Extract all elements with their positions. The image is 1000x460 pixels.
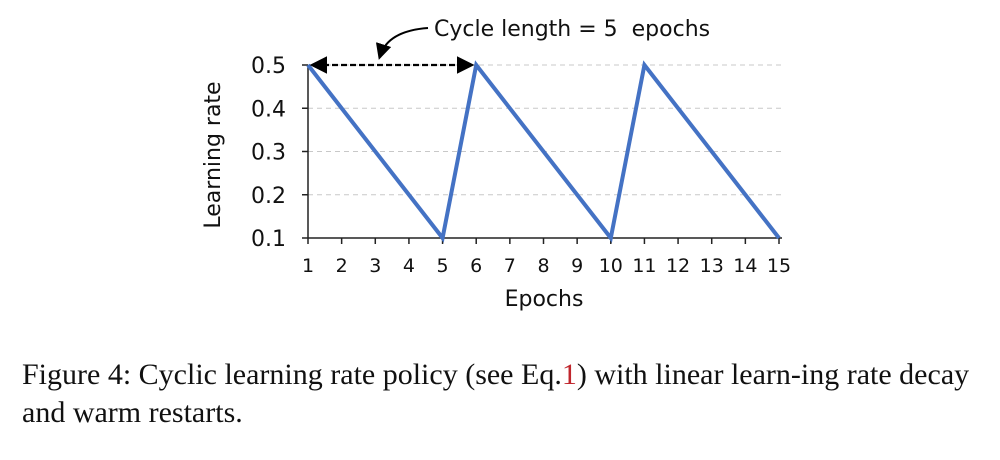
callout-curve <box>375 27 429 60</box>
series-group <box>306 60 781 243</box>
x-tick-label-4: 5 <box>437 255 449 277</box>
caption-suffix: ) with linear learn-ing rate decay and w… <box>22 358 970 429</box>
y-ticks: 0.1 0.2 0.3 0.4 0.5 <box>251 54 308 252</box>
caption-prefix: Figure 4: Cyclic learning rate policy (s… <box>22 358 562 391</box>
x-tick-label-2: 3 <box>369 255 381 277</box>
y-axis-label: Learning rate <box>201 81 226 228</box>
series-line-0 <box>306 60 781 243</box>
x-tick-label-1: 2 <box>336 255 348 277</box>
y-tick-label-1: 0.2 <box>251 184 286 209</box>
x-ticks: 1 2 3 4 5 6 7 8 9 10 11 12 13 14 15 <box>302 238 791 277</box>
x-tick-label-10: 11 <box>632 255 656 277</box>
x-tick-label-9: 10 <box>599 255 623 277</box>
cycle-length-label: Cycle length = 5 epochs <box>434 17 710 42</box>
y-tick-label-0: 0.1 <box>251 227 286 252</box>
y-tick-label-4: 0.5 <box>251 54 286 79</box>
x-tick-label-7: 8 <box>537 255 549 277</box>
y-tick-label-2: 0.3 <box>251 141 286 166</box>
x-tick-label-12: 13 <box>700 255 724 277</box>
x-tick-label-0: 1 <box>302 255 314 277</box>
x-axis-label: Epochs <box>505 287 584 312</box>
x-tick-label-6: 7 <box>504 255 516 277</box>
x-tick-label-13: 14 <box>733 255 757 277</box>
grid-lines <box>308 64 782 196</box>
x-tick-label-8: 9 <box>571 255 583 277</box>
x-tick-label-3: 4 <box>403 255 415 277</box>
annotation-group: Cycle length = 5 epochs <box>309 17 710 74</box>
chart: 1 2 3 4 5 6 7 8 9 10 11 12 13 14 15 0.10.20.30.40.5 Cy… <box>201 17 791 312</box>
x-tick-label-14: 15 <box>767 255 791 277</box>
equation-reference-link[interactable]: 1 <box>561 358 577 391</box>
x-tick-label-11: 12 <box>666 255 690 277</box>
y-tick-label-3: 0.4 <box>251 97 286 122</box>
figure-caption: Figure 4: Cyclic learning rate policy (s… <box>22 356 982 432</box>
x-tick-label-5: 6 <box>470 255 482 277</box>
